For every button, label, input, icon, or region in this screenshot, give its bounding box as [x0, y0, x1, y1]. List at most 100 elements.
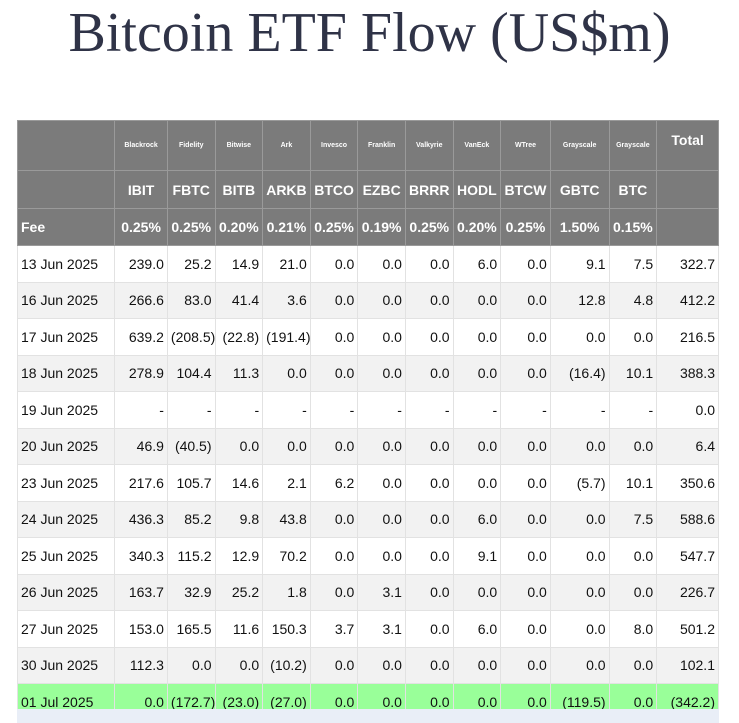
issuer-label: Valkyrie	[404, 120, 454, 171]
flow-value: 0.0	[452, 464, 502, 502]
ticker-label: BITB	[214, 170, 264, 209]
flow-value: 0.0	[452, 318, 502, 356]
date-cell: 17 Jun 2025	[16, 318, 116, 356]
ticker-header-row: IBIT FBTC BITB ARKB BTCO EZBC BRRR HODL BTCW GBTC…	[16, 170, 719, 209]
flow-value: -	[262, 391, 311, 429]
flow-value: 0.0	[309, 281, 359, 319]
flow-value: 25.2	[166, 245, 216, 283]
flow-value: 278.9	[114, 354, 168, 392]
ticker-label: BRRR	[404, 170, 454, 209]
flow-value: 266.6	[114, 281, 168, 319]
flow-value: 0.0	[500, 464, 551, 502]
ticker-label: BTC	[608, 170, 658, 209]
fee-value: 0.25%	[114, 208, 168, 246]
fee-value: 0.15%	[608, 208, 658, 246]
total-value: 350.6	[656, 464, 719, 502]
flow-value: 12.9	[214, 537, 264, 575]
flow-value: 0.0	[500, 573, 551, 611]
table-row: 18 Jun 2025 278.9 104.4 11.3 0.0 0.0 0.0 0.0 0.0…	[16, 354, 719, 392]
total-value: 412.2	[656, 281, 719, 319]
table-row: 13 Jun 2025 239.0 25.2 14.9 21.0 0.0 0.0 0.0 6.0…	[16, 245, 719, 283]
flow-value: -	[357, 391, 406, 429]
fee-value: 0.25%	[166, 208, 216, 246]
flow-value: 0.0	[549, 537, 610, 575]
issuer-label: Fidelity	[166, 120, 216, 171]
date-cell: 24 Jun 2025	[16, 500, 116, 538]
flow-value: (22.8)	[214, 318, 264, 356]
flow-value: 0.0	[262, 427, 311, 465]
total-header-blank	[656, 170, 719, 209]
flow-value: 0.0	[357, 281, 406, 319]
flow-value: 11.6	[214, 610, 264, 648]
flow-value: 0.0	[404, 354, 454, 392]
flow-value: 217.6	[114, 464, 168, 502]
issuer-label: WTree	[500, 120, 551, 171]
fee-header-row: Fee 0.25% 0.25% 0.20% 0.21% 0.25% 0.19% 0.25% 0.…	[16, 208, 719, 246]
flow-value: -	[452, 391, 502, 429]
flow-value: 85.2	[166, 500, 216, 538]
flow-value: (191.4)	[262, 318, 311, 356]
flow-value: 3.7	[309, 610, 359, 648]
flow-value: 0.0	[357, 427, 406, 465]
flow-value: 0.0	[404, 281, 454, 319]
ticker-label: BTCO	[309, 170, 359, 209]
flow-value: 0.0	[404, 610, 454, 648]
flow-value: (16.4)	[549, 354, 610, 392]
table-row: 24 Jun 2025 436.3 85.2 9.8 43.8 0.0 0.0 0.0 6.0 0…	[16, 500, 719, 538]
total-value: 216.5	[656, 318, 719, 356]
fee-value: 0.20%	[214, 208, 264, 246]
flow-value: 3.1	[357, 610, 406, 648]
flow-value: 7.5	[608, 500, 658, 538]
flow-value: 0.0	[500, 610, 551, 648]
flow-value: (10.2)	[262, 646, 311, 684]
flow-value: -	[166, 391, 216, 429]
flow-value: 41.4	[214, 281, 264, 319]
flow-value: 239.0	[114, 245, 168, 283]
date-cell: 23 Jun 2025	[16, 464, 116, 502]
flow-value: 340.3	[114, 537, 168, 575]
issuer-label: Grayscale	[549, 120, 610, 171]
flow-value: 0.0	[608, 646, 658, 684]
date-cell: 16 Jun 2025	[16, 281, 116, 319]
date-cell: 26 Jun 2025	[16, 573, 116, 611]
table-row: 20 Jun 2025 46.9 (40.5) 0.0 0.0 0.0 0.0 0.0 0.0 0…	[16, 427, 719, 465]
corner-cell	[16, 120, 116, 171]
flow-value: 0.0	[357, 537, 406, 575]
issuer-label: Ark	[262, 120, 311, 171]
flow-value: 14.6	[214, 464, 264, 502]
flow-value: 0.0	[214, 646, 264, 684]
date-cell: 25 Jun 2025	[16, 537, 116, 575]
flow-value: 0.0	[357, 245, 406, 283]
ticker-label: EZBC	[357, 170, 406, 209]
table-row: 26 Jun 2025 163.7 32.9 25.2 1.8 0.0 3.1 0.0 0.0 0…	[16, 573, 719, 611]
flow-value: 6.0	[452, 610, 502, 648]
date-cell: 27 Jun 2025	[16, 610, 116, 648]
table-row: 23 Jun 2025 217.6 105.7 14.6 2.1 6.2 0.0 0.0 0.0…	[16, 464, 719, 502]
flow-value: 25.2	[214, 573, 264, 611]
flow-value: 0.0	[500, 537, 551, 575]
date-cell: 30 Jun 2025	[16, 646, 116, 684]
fee-total-blank	[656, 208, 719, 246]
flow-value: 43.8	[262, 500, 311, 538]
corner-cell	[16, 170, 116, 209]
fee-value: 0.21%	[262, 208, 311, 246]
flow-value: 0.0	[404, 500, 454, 538]
flow-value: 83.0	[166, 281, 216, 319]
issuer-header-row: Blackrock Fidelity Bitwise Ark Invesco Frankl…	[16, 120, 719, 171]
flow-value: 3.1	[357, 573, 406, 611]
flow-value: -	[214, 391, 264, 429]
date-cell: 19 Jun 2025	[16, 391, 116, 429]
flow-value: 3.6	[262, 281, 311, 319]
flow-value: 0.0	[452, 427, 502, 465]
issuer-label: Blackrock	[114, 120, 168, 171]
flow-value: 9.1	[452, 537, 502, 575]
total-value: 0.0	[656, 391, 719, 429]
flow-value: 0.0	[452, 646, 502, 684]
flow-value: 0.0	[608, 537, 658, 575]
ticker-label: ARKB	[262, 170, 311, 209]
flow-value: 0.0	[549, 573, 610, 611]
flow-value: 0.0	[309, 500, 359, 538]
flow-value: 0.0	[549, 318, 610, 356]
flow-value: 0.0	[452, 573, 502, 611]
flow-value: 115.2	[166, 537, 216, 575]
